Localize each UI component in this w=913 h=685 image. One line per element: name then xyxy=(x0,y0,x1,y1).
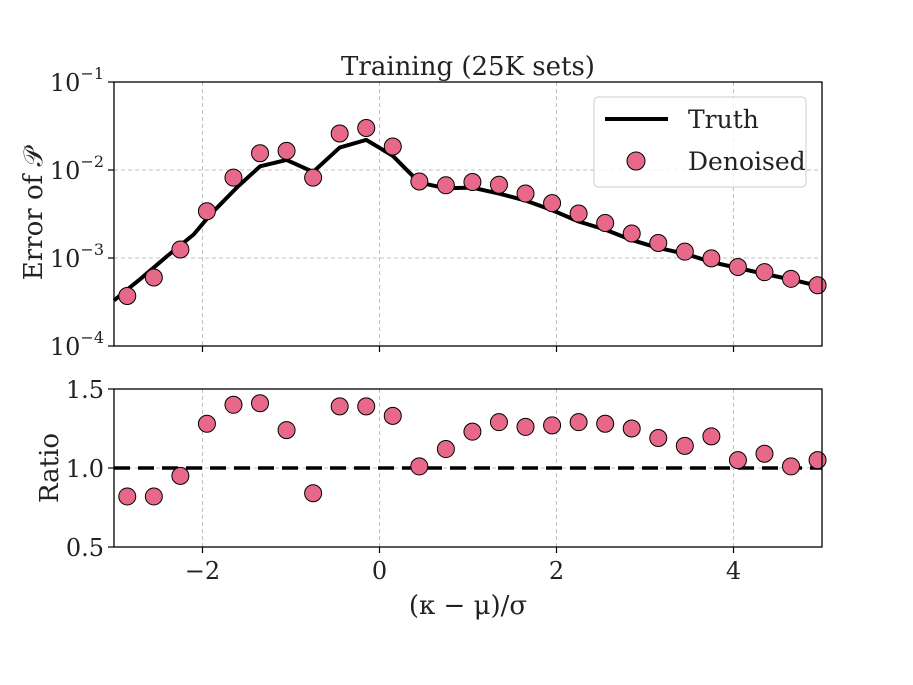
y-tick-label: 1.0 xyxy=(66,455,104,483)
denoised-point xyxy=(118,286,137,305)
y-tick-label: 0.5 xyxy=(66,534,104,562)
ratio-point xyxy=(782,457,801,476)
ratio-point xyxy=(224,395,243,414)
ratio-point xyxy=(357,397,376,416)
ratio-point xyxy=(330,397,349,416)
ratio-point xyxy=(596,414,615,433)
ratio-point xyxy=(728,451,747,470)
ratio-point xyxy=(304,484,323,503)
truth-line xyxy=(112,137,823,302)
error-axis-label: Error of 𝒫 xyxy=(19,145,49,281)
y-tick-label: 10−2 xyxy=(50,152,104,185)
ratio-point xyxy=(808,451,827,470)
error-panel-ticks: 10−1 10−2 10−3 10−4 xyxy=(50,64,735,361)
ratio-point xyxy=(277,421,296,440)
denoised-point xyxy=(543,194,562,213)
x-tick-label: 4 xyxy=(726,557,741,585)
x-tick-label: −2 xyxy=(185,557,220,585)
ratio-point xyxy=(516,417,535,436)
ratio-point xyxy=(251,394,270,413)
ratio-panel: 0.5 1.0 1.5 −2 0 2 4 Ratio (κ − μ)/σ xyxy=(35,376,827,621)
denoised-point xyxy=(622,224,641,243)
denoised-point xyxy=(410,172,429,191)
ratio-point xyxy=(171,466,190,485)
y-tick-label: 1.5 xyxy=(66,376,104,404)
denoised-point xyxy=(755,263,774,282)
denoised-point xyxy=(277,141,296,160)
ratio-point xyxy=(649,428,668,447)
ratio-axis-label: Ratio xyxy=(35,433,65,503)
ratio-point xyxy=(197,414,216,433)
legend-denoised-label: Denoised xyxy=(688,147,806,176)
ratio-point xyxy=(675,436,694,455)
denoised-point xyxy=(383,137,402,156)
denoised-point xyxy=(357,119,376,138)
denoised-point xyxy=(702,249,721,268)
denoised-point xyxy=(224,168,243,187)
denoised-point xyxy=(436,176,455,195)
ratio-point xyxy=(755,444,774,463)
denoised-point xyxy=(808,276,827,295)
denoised-point xyxy=(304,168,323,187)
ratio-point xyxy=(144,487,163,506)
x-axis-label: (κ − μ)/σ xyxy=(409,591,527,621)
y-tick-label: 10−3 xyxy=(50,240,104,273)
denoised-point xyxy=(728,258,747,277)
ratio-point xyxy=(702,427,721,446)
denoised-point xyxy=(516,184,535,203)
denoised-point xyxy=(171,240,190,259)
error-panel-series xyxy=(112,119,827,305)
x-tick-label: 2 xyxy=(549,557,564,585)
legend: Truth Denoised xyxy=(593,96,807,188)
ratio-point xyxy=(118,487,137,506)
ratio-point xyxy=(383,406,402,425)
ratio-point xyxy=(543,416,562,435)
denoised-point xyxy=(675,242,694,261)
denoised-point xyxy=(330,124,349,143)
denoised-point xyxy=(197,202,216,221)
chart-title: Training (25K sets) xyxy=(341,52,595,82)
ratio-point xyxy=(569,413,588,432)
denoised-point xyxy=(251,144,270,163)
denoised-point xyxy=(569,204,588,223)
denoised-point xyxy=(489,175,508,194)
legend-denoised-swatch xyxy=(626,151,646,171)
denoised-point xyxy=(782,269,801,288)
error-panel: 10−1 10−2 10−3 10−4 Training (25K sets) Err… xyxy=(19,52,827,361)
ratio-point xyxy=(410,457,429,476)
denoised-point xyxy=(144,268,163,287)
denoised-point xyxy=(649,234,668,253)
error-panel-frame xyxy=(113,81,823,347)
ratio-point xyxy=(622,419,641,438)
ratio-panel-ticks: 0.5 1.0 1.5 −2 0 2 4 xyxy=(66,376,741,585)
ratio-point xyxy=(436,440,455,459)
y-tick-label: 10−4 xyxy=(50,328,104,361)
legend-truth-label: Truth xyxy=(688,105,759,134)
denoised-point xyxy=(596,213,615,232)
x-tick-label: 0 xyxy=(372,557,387,585)
denoised-point xyxy=(463,173,482,192)
ratio-point xyxy=(489,413,508,432)
ratio-point xyxy=(463,422,482,441)
y-tick-label: 10−1 xyxy=(50,64,104,97)
